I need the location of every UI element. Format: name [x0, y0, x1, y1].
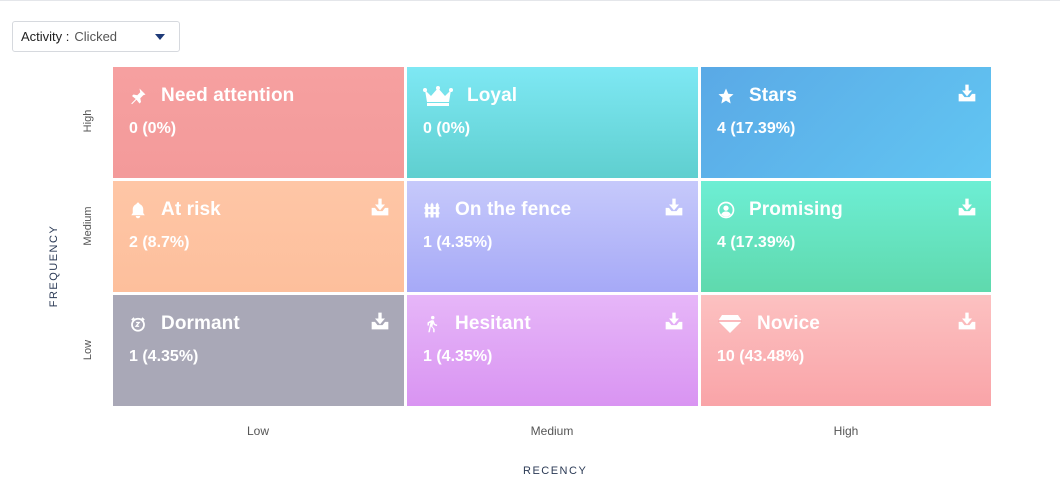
segment-hesitant[interactable]: Hesitant 1 (4.35%) [407, 295, 698, 406]
segment-count: 0 (0%) [129, 120, 177, 137]
download-icon[interactable] [957, 83, 977, 103]
download-icon[interactable] [370, 197, 390, 217]
segment-title: Promising [749, 199, 843, 220]
pin-icon [129, 87, 147, 105]
download-icon[interactable] [957, 311, 977, 331]
segment-title: At risk [161, 199, 221, 220]
segment-title: Dormant [161, 313, 240, 334]
activity-value: Clicked [74, 29, 118, 44]
segment-novice[interactable]: Novice 10 (43.48%) [701, 295, 991, 406]
segment-count: 4 (17.39%) [717, 234, 796, 251]
segment-title: Hesitant [455, 313, 531, 334]
segment-title: Need attention [161, 85, 295, 106]
walking-icon [423, 315, 441, 333]
segment-count: 1 (4.35%) [423, 234, 493, 251]
segment-title: Novice [757, 313, 820, 334]
download-icon[interactable] [957, 197, 977, 217]
segment-title: Stars [749, 85, 798, 106]
crown-icon [423, 86, 453, 106]
x-tick-high: High [833, 424, 859, 438]
segment-count: 4 (17.39%) [717, 120, 796, 137]
segment-at-risk[interactable]: At risk 2 (8.7%) [113, 181, 404, 292]
segment-on-the-fence[interactable]: On the fence 1 (4.35%) [407, 181, 698, 292]
download-icon[interactable] [370, 311, 390, 331]
star-icon [717, 87, 735, 105]
segment-stars[interactable]: Stars 4 (17.39%) [701, 67, 991, 178]
segment-dormant[interactable]: Dormant 1 (4.35%) [113, 295, 404, 406]
x-tick-medium: Medium [530, 424, 574, 438]
segment-need-attention[interactable]: Need attention 0 (0%) [113, 67, 404, 178]
segment-count: 1 (4.35%) [423, 348, 493, 365]
segment-title: Loyal [467, 85, 518, 106]
top-divider [0, 0, 1060, 1]
fence-icon [423, 201, 441, 219]
gem-icon [717, 315, 743, 333]
download-icon[interactable] [664, 197, 684, 217]
activity-label: Activity : [21, 29, 70, 44]
segment-title: On the fence [455, 199, 572, 220]
activity-dropdown[interactable]: Activity : Clicked [12, 21, 180, 52]
y-tick-medium: Medium [82, 206, 94, 246]
segment-count: 2 (8.7%) [129, 234, 190, 251]
segment-loyal[interactable]: Loyal 0 (0%) [407, 67, 698, 178]
x-axis-title: RECENCY [523, 465, 588, 477]
y-tick-low: Low [82, 339, 94, 361]
sleep-icon [129, 315, 147, 333]
y-tick-high: High [82, 109, 94, 133]
user-circle-icon [717, 201, 735, 219]
segment-promising[interactable]: Promising 4 (17.39%) [701, 181, 991, 292]
segment-grid: Need attention 0 (0%) Loyal 0 (0%) Stars… [113, 67, 991, 407]
segment-count: 1 (4.35%) [129, 348, 199, 365]
chevron-down-icon [155, 34, 165, 40]
y-axis-title: FREQUENCY [48, 224, 60, 308]
download-icon[interactable] [664, 311, 684, 331]
segment-count: 10 (43.48%) [717, 348, 805, 365]
x-tick-low: Low [246, 424, 269, 438]
bell-icon [129, 201, 147, 219]
segment-count: 0 (0%) [423, 120, 471, 137]
